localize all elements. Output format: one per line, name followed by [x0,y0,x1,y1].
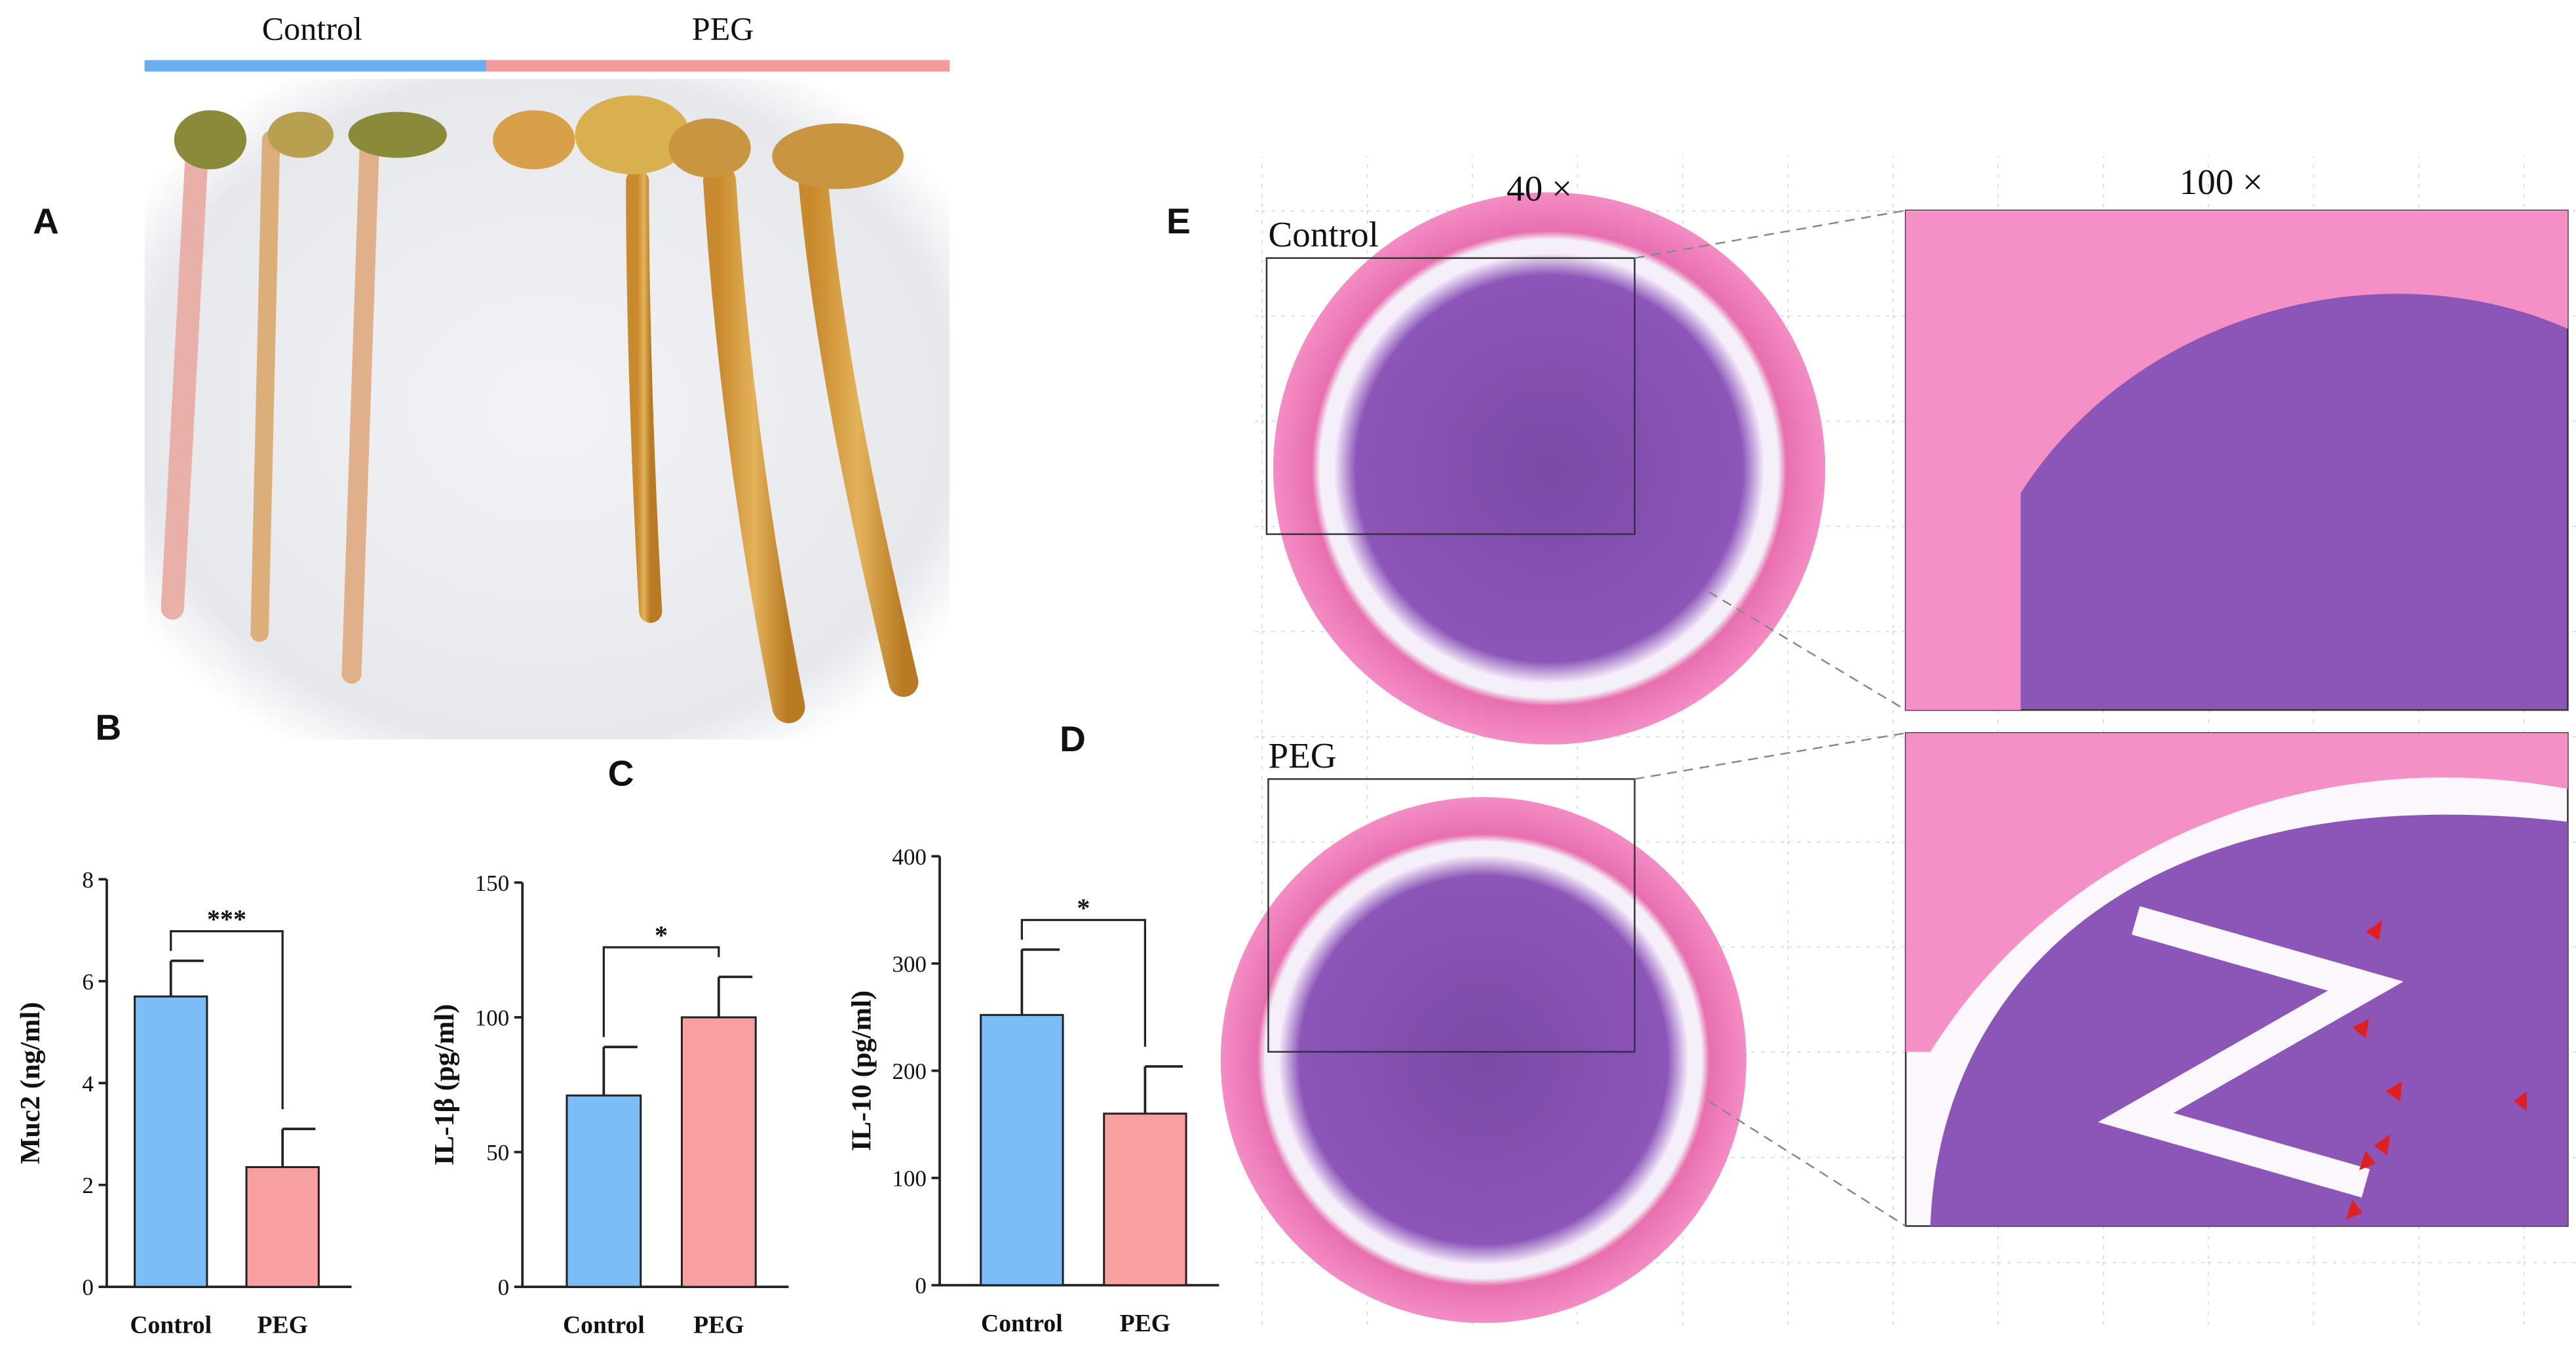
x-tick-label: PEG [693,1311,744,1339]
row-label: Control [1268,214,1379,254]
x-tick-label: Control [130,1311,212,1339]
y-tick-label: 0 [915,1273,927,1299]
bar [245,1165,320,1288]
row-label: PEG [1268,735,1336,775]
panel-label: A [33,201,59,241]
zoom-box [1265,257,1636,536]
panel-label: E [1166,201,1191,241]
y-tick-label: 8 [82,867,94,893]
y-tick-label: 4 [82,1071,94,1097]
zoom-box [1267,778,1636,1053]
zoom-mucosa [1930,814,2568,1226]
cecum-shapes [174,95,904,189]
y-tick-label: 0 [498,1275,510,1301]
bar [134,995,208,1288]
arrows [2346,920,2527,1220]
significance-label: * [655,920,668,950]
y-tick-label: 200 [892,1059,927,1084]
magnification-label: 100 × [2180,162,2263,202]
y-tick-label: 2 [82,1173,94,1198]
y-axis-label: Muc2 (ng/ml) [15,1002,46,1164]
panel-label: D [1060,718,1086,759]
y-tick-label: 150 [475,871,510,896]
histology-section [1220,797,1746,1323]
y-tick-label: 6 [82,969,94,994]
bar [680,1016,757,1288]
magnification-label: 40 × [1507,168,1572,208]
y-tick-label: 50 [486,1140,509,1165]
x-tick-label: PEG [1120,1310,1170,1337]
significance-bracket [602,946,720,1038]
x-tick-label: Control [563,1311,645,1339]
histology-section [1273,192,1826,745]
crypt-gap [2098,906,2404,1198]
y-tick-label: 100 [892,1166,927,1192]
panel-label: C [608,753,634,793]
panel-label: B [95,707,121,747]
significance-bracket [170,930,284,1110]
significance-bracket [1020,918,1147,1047]
y-tick-label: 300 [892,951,927,977]
x-tick-label: PEG [258,1311,308,1339]
y-tick-label: 400 [892,844,927,870]
zoom-muscle [1906,210,2568,711]
y-axis-label: IL-10 (pg/ml) [847,990,877,1151]
y-tick-label: 0 [82,1275,94,1301]
y-axis-label: IL-1β (pg/ml) [429,1004,460,1165]
zoom-connectors [1634,209,1906,1227]
group-label: PEG [692,10,754,47]
y-tick-label: 100 [475,1005,510,1030]
colon-photos [161,130,919,724]
bar [980,1013,1064,1287]
significance-label: *** [207,905,246,934]
x-tick-label: Control [981,1310,1063,1337]
significance-label: * [1077,893,1090,922]
bar [566,1094,642,1288]
bar [1103,1112,1187,1287]
zoom-muscle [1906,733,2568,1052]
group-label: Control [262,10,362,47]
